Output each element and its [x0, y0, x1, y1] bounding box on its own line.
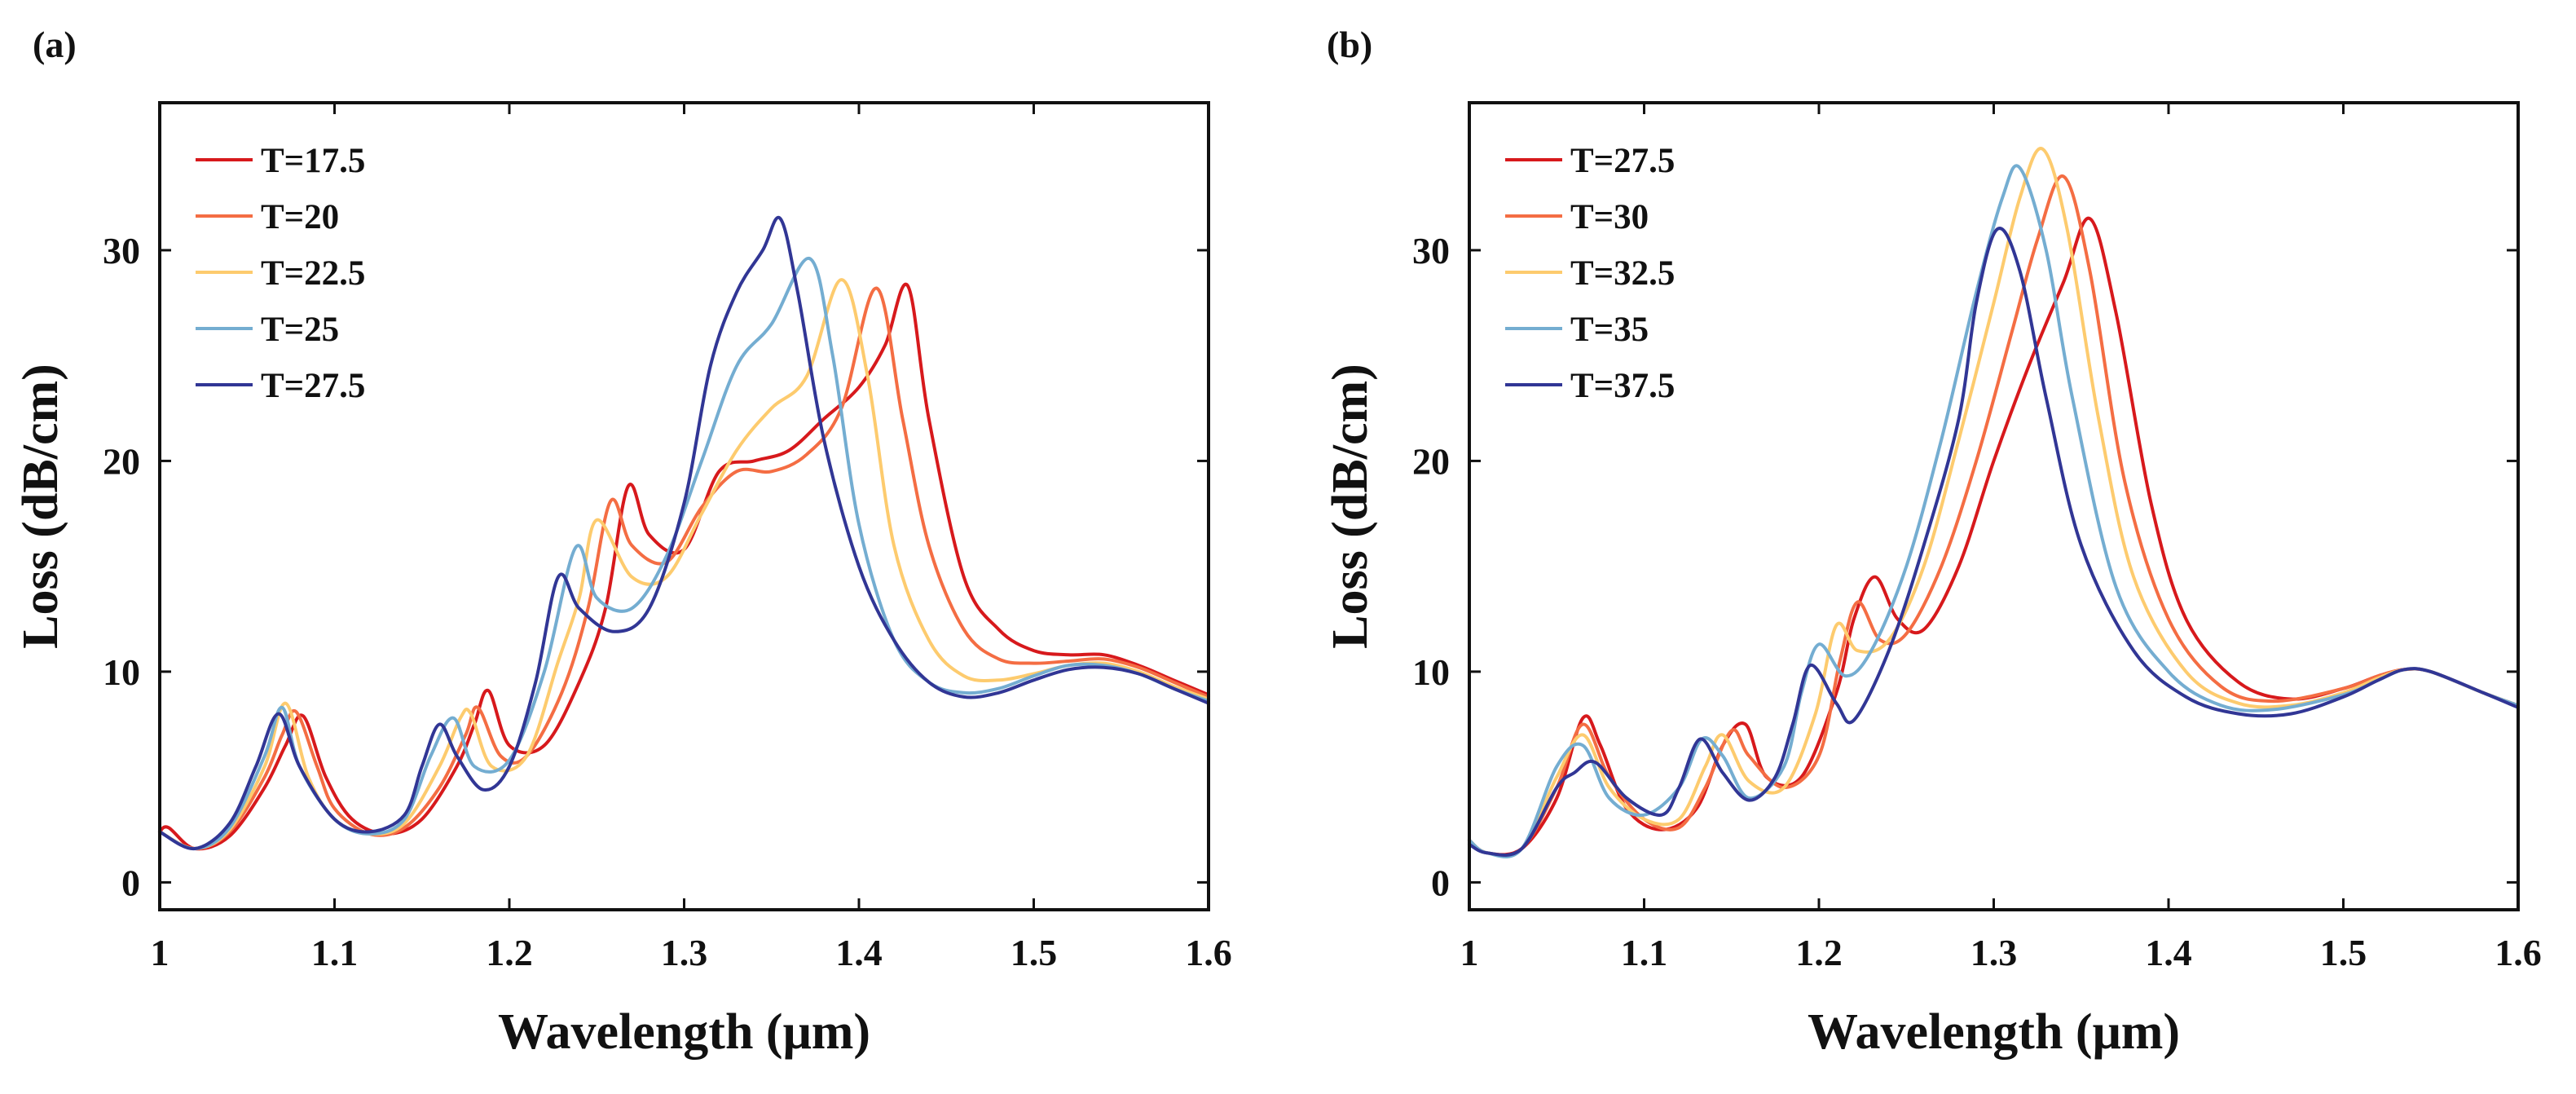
y-tick-label: 0	[1431, 862, 1450, 903]
x-tick-label: 1.1	[311, 932, 359, 973]
legend: T=27.5 T=30 T=32.5 T=35 T=37.5	[1505, 142, 1675, 405]
x-tick-label: 1.3	[1971, 932, 2018, 973]
series-line-T-35	[1468, 164, 2520, 858]
legend-label: T=30	[1570, 198, 1649, 236]
legend-label: T=27.5	[1570, 142, 1675, 180]
legend-label: T=27.5	[261, 367, 365, 405]
panel-label: (a)	[33, 24, 77, 65]
x-tick-label: 1.6	[1185, 932, 1232, 973]
y-tick-label: 30	[1412, 230, 1450, 271]
series-line-T-27-5	[158, 215, 1210, 851]
x-tick-label: 1	[151, 932, 170, 973]
x-tick-label: 1.6	[2495, 932, 2542, 973]
x-tick-label: 1.3	[661, 932, 708, 973]
series-line-T-17-5	[158, 282, 1210, 851]
series-line-T-37-5	[1468, 227, 2520, 857]
x-tick-label: 1.2	[486, 932, 533, 973]
y-axis-title: Loss (dB/cm)	[13, 364, 68, 649]
x-tick-label: 1	[1460, 932, 1479, 973]
series-group	[158, 215, 1210, 851]
series-line-T-30	[1468, 174, 2520, 858]
x-tick-label: 1.5	[2320, 932, 2367, 973]
x-tick-label: 1.4	[835, 932, 883, 973]
chart-panel-b: (b) 1 1.1 1.2 1.3 1.4 1.5 1.6 0 10 20 30 Wavelength …	[1323, 24, 2542, 1060]
series-line-T-32-5	[1468, 147, 2520, 858]
y-tick-label: 0	[121, 862, 140, 903]
y-axis-title: Loss (dB/cm)	[1323, 364, 1378, 649]
legend-label: T=20	[261, 198, 339, 236]
legend-label: T=35	[1570, 311, 1649, 349]
series-group	[1468, 147, 2520, 858]
y-tick-label: 10	[103, 651, 140, 693]
panel-label: (b)	[1327, 24, 1372, 65]
legend-label: T=22.5	[261, 254, 365, 293]
x-axis-title: Wavelength (μm)	[1808, 1004, 2180, 1060]
legend-label: T=25	[261, 311, 339, 349]
x-axis-title: Wavelength (μm)	[498, 1004, 870, 1060]
legend-label: T=37.5	[1570, 367, 1675, 405]
x-tick-label: 1.4	[2145, 932, 2192, 973]
y-tick-label: 30	[103, 230, 140, 271]
chart-panel-a: (a) 1 1.1 1.2 1.3 1.4 1.5 1.6 0 10 20 30 Wavelength …	[13, 24, 1232, 1060]
legend-label: T=17.5	[261, 142, 365, 180]
series-line-T-20	[158, 286, 1210, 850]
x-tick-label: 1.1	[1621, 932, 1668, 973]
y-tick-label: 10	[1412, 651, 1450, 693]
x-tick-label: 1.5	[1011, 932, 1058, 973]
y-tick-label: 20	[1412, 440, 1450, 482]
legend-label: T=32.5	[1570, 254, 1675, 293]
legend: T=17.5 T=20 T=22.5 T=25 T=27.5	[196, 142, 365, 405]
y-tick-label: 20	[103, 440, 140, 482]
x-tick-label: 1.2	[1795, 932, 1843, 973]
